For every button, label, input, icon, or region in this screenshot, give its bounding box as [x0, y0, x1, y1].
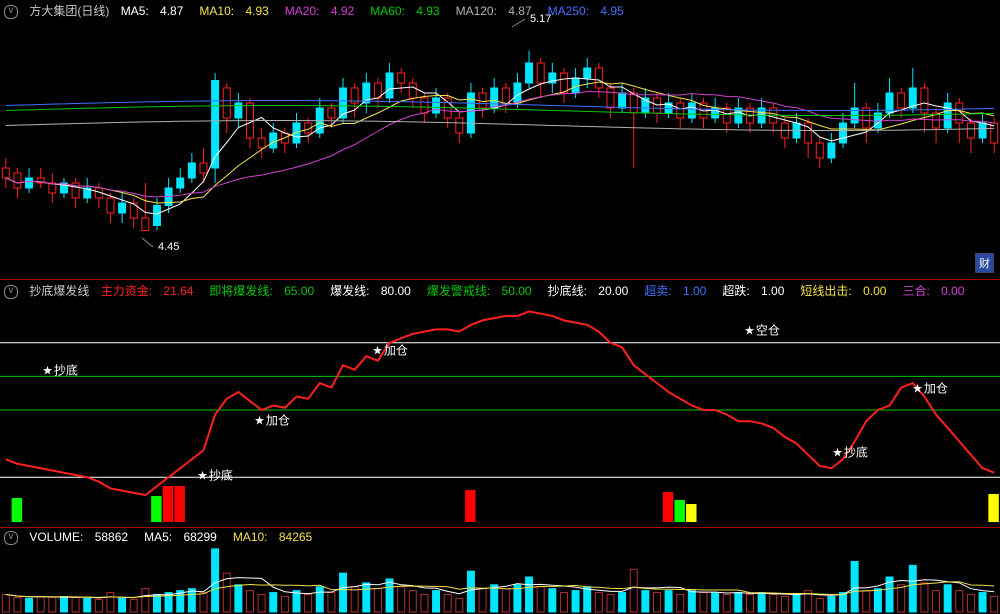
legend-item: MA10: 84265 [233, 530, 320, 544]
legend-item: 爆发线: 80.00 [330, 284, 419, 298]
expand-icon[interactable]: v [4, 285, 18, 299]
volume-header: v VOLUME: 58862 MA5: 68299 MA10: 84265 [4, 530, 336, 545]
signal-marker: 加仓 [912, 380, 948, 397]
expand-icon[interactable]: v [4, 531, 18, 545]
stock-title: 方大集团(日线) [29, 4, 109, 18]
signal-marker: 加仓 [372, 342, 408, 359]
signal-marker: 抄底 [832, 444, 868, 461]
signal-marker: 加仓 [254, 412, 290, 429]
legend-item: MA120: 4.87 [456, 4, 540, 18]
candlestick-panel[interactable]: v 方大集团(日线) MA5: 4.87 MA10: 4.93 MA20: 4.92… [0, 0, 1000, 280]
legend-item: 三合: 0.00 [902, 284, 972, 298]
legend-item: MA250: 4.95 [548, 4, 632, 18]
legend-item: 即将爆发线: 65.00 [209, 284, 322, 298]
legend-item: MA5: 68299 [144, 530, 225, 544]
legend-item: 主力资金: 21.64 [101, 284, 202, 298]
indicator-header: v 抄底爆发线 主力资金: 21.64 即将爆发线: 65.00 爆发线: 80.0… [4, 282, 988, 299]
legend-item: 短线出击: 0.00 [800, 284, 894, 298]
legend-item: 爆发警戒线: 50.00 [427, 284, 540, 298]
candle-header: v 方大集团(日线) MA5: 4.87 MA10: 4.93 MA20: 4.92… [4, 2, 648, 19]
legend-item: 超跌: 1.00 [722, 284, 792, 298]
legend-item: MA10: 4.93 [199, 4, 276, 18]
legend-item: 超卖: 1.00 [644, 284, 714, 298]
svg-text:4.45: 4.45 [158, 241, 179, 253]
signal-marker: 空仓 [744, 322, 780, 339]
signal-marker: 抄底 [197, 467, 233, 484]
legend-item: MA5: 4.87 [121, 4, 192, 18]
indicator-chart[interactable] [0, 280, 1000, 528]
candlestick-chart[interactable]: 5.174.45 [0, 0, 1000, 280]
legend-item: VOLUME: 58862 [29, 530, 136, 544]
signal-marker: 抄底 [42, 362, 78, 379]
expand-icon[interactable]: v [4, 5, 18, 19]
legend-item: MA20: 4.92 [285, 4, 362, 18]
legend-item: 抄底线: 20.00 [548, 284, 637, 298]
indicator-title: 抄底爆发线 [29, 284, 89, 298]
legend-item: MA60: 4.93 [370, 4, 447, 18]
volume-panel[interactable]: v VOLUME: 58862 MA5: 68299 MA10: 84265 [0, 528, 1000, 614]
cai-badge-icon: 财 [975, 253, 994, 273]
indicator-panel[interactable]: v 抄底爆发线 主力资金: 21.64 即将爆发线: 65.00 爆发线: 80.0… [0, 280, 1000, 528]
